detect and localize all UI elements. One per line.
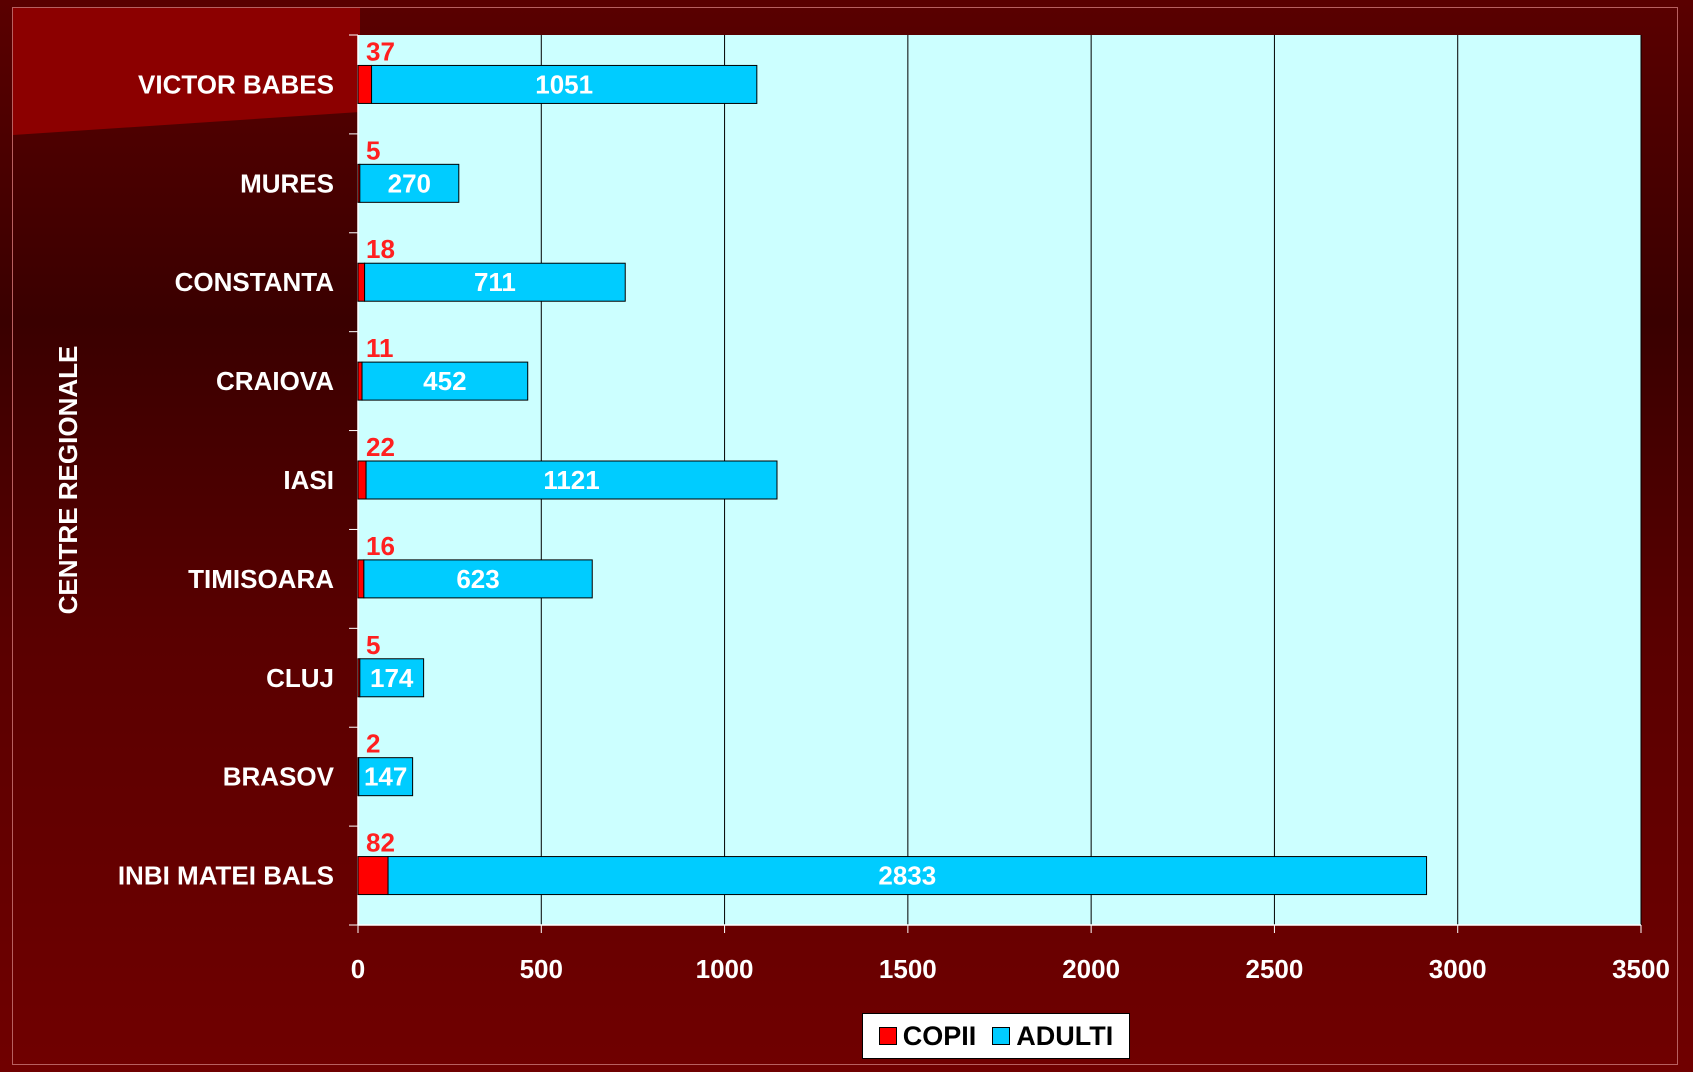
slide-frame xyxy=(12,7,1678,1065)
legend-item-adulti: ADULTI xyxy=(992,1021,1113,1052)
legend-label-copii: COPII xyxy=(902,1020,977,1051)
data-label-adulti: 147 xyxy=(364,762,407,792)
data-label-copii: 82 xyxy=(366,828,395,858)
bar-copii xyxy=(357,559,365,599)
x-tick-label: 3000 xyxy=(1429,954,1487,984)
data-label-adulti: 711 xyxy=(474,267,516,297)
data-label-copii: 37 xyxy=(366,36,395,66)
category-label: CONSTANTA xyxy=(175,267,335,297)
x-tick-label: 500 xyxy=(520,954,563,984)
bar-adulti xyxy=(359,163,460,203)
decorative-highlight xyxy=(13,8,360,135)
data-label-adulti: 1051 xyxy=(535,69,593,99)
category-label: CRAIOVA xyxy=(216,366,334,396)
data-label-copii: 16 xyxy=(366,531,395,561)
legend: COPII ADULTI xyxy=(862,1013,1130,1059)
data-label-adulti: 270 xyxy=(388,168,431,198)
bar-adulti xyxy=(361,361,529,401)
x-tick-label: 3500 xyxy=(1612,954,1670,984)
category-label: IASI xyxy=(283,465,334,495)
bar-adulti xyxy=(371,64,758,104)
x-tick-label: 2500 xyxy=(1246,954,1304,984)
data-label-copii: 5 xyxy=(366,135,380,165)
bar-adulti xyxy=(365,460,778,500)
data-label-copii: 22 xyxy=(366,432,395,462)
bar-copii xyxy=(357,64,373,104)
x-tick-label: 0 xyxy=(351,954,365,984)
y-axis-title: CENTRE REGIONALE xyxy=(53,346,83,615)
bar-adulti xyxy=(364,262,626,302)
category-label: VICTOR BABES xyxy=(138,69,334,99)
data-label-adulti: 2833 xyxy=(878,861,936,891)
x-tick-label: 2000 xyxy=(1062,954,1120,984)
data-label-copii: 5 xyxy=(366,630,380,660)
legend-swatch-adulti xyxy=(992,1027,1011,1045)
data-label-copii: 2 xyxy=(366,729,380,759)
x-tick-label: 1000 xyxy=(696,954,754,984)
category-label: TIMISOARA xyxy=(188,564,334,594)
bar-copii xyxy=(357,460,367,500)
data-label-adulti: 174 xyxy=(370,663,414,693)
bar-copii xyxy=(357,262,366,302)
bar-adulti xyxy=(387,856,1428,896)
legend-label-adulti: ADULTI xyxy=(1016,1020,1114,1051)
category-label: CLUJ xyxy=(266,663,334,693)
data-label-adulti: 623 xyxy=(456,564,499,594)
bar-copii xyxy=(357,361,363,401)
legend-swatch-copii xyxy=(878,1027,897,1045)
data-label-adulti: 452 xyxy=(423,366,466,396)
data-label-copii: 18 xyxy=(366,234,395,264)
category-label: BRASOV xyxy=(223,762,335,792)
category-label: MURES xyxy=(240,168,334,198)
data-label-adulti: 1121 xyxy=(543,465,599,495)
x-tick-label: 1500 xyxy=(879,954,937,984)
bar-copii xyxy=(357,856,389,896)
category-label: INBI MATEI BALS xyxy=(118,861,334,891)
data-label-copii: 11 xyxy=(366,333,394,363)
legend-item-copii: COPII xyxy=(878,1020,977,1052)
bar-adulti xyxy=(363,559,593,599)
bar-adulti xyxy=(359,658,425,698)
bar-adulti xyxy=(358,757,414,797)
